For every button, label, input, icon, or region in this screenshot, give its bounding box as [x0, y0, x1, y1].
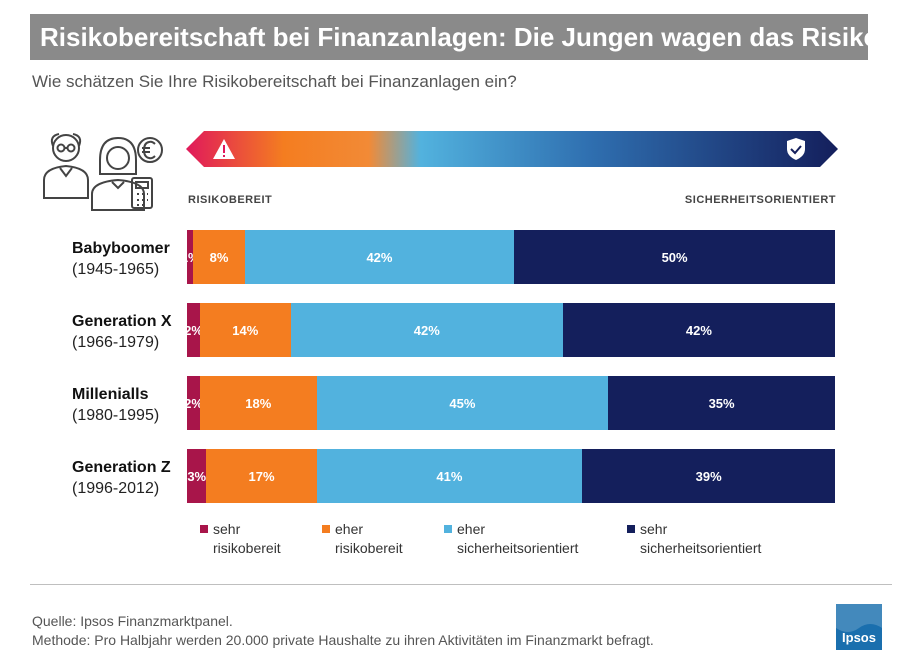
- data-label: 2%: [184, 322, 203, 338]
- data-label: 45%: [449, 395, 476, 411]
- category-years: (1996-2012): [72, 480, 160, 497]
- bar-segment: [582, 449, 835, 503]
- data-label: 42%: [413, 322, 440, 338]
- data-label: 17%: [248, 468, 275, 484]
- footer-divider: [30, 584, 892, 585]
- source-text: Quelle: Ipsos Finanzmarktpanel.: [32, 613, 233, 629]
- bar-segment: [193, 230, 245, 284]
- legend-item: eher sicherheitsorientiert: [444, 520, 578, 558]
- bar-segment: [290, 303, 563, 357]
- data-label: 39%: [695, 468, 722, 484]
- chart-title: Risikobereitschaft bei Finanzanlagen: Di…: [30, 14, 879, 60]
- bar-segment: [199, 303, 291, 357]
- category-years: (1980-1995): [72, 407, 160, 424]
- shield-check-icon: [787, 138, 805, 160]
- legend-label: sehr: [640, 521, 668, 537]
- bar-segment: [199, 376, 317, 430]
- category-name: Babyboomer: [72, 240, 170, 257]
- scale-right-label: SICHERHEITSORIENTIERT: [684, 194, 836, 206]
- warning-icon: [213, 139, 235, 159]
- data-label: 3%: [187, 468, 207, 484]
- data-label: 42%: [685, 322, 712, 338]
- euro-coin-icon: [137, 137, 163, 163]
- stacked-bar: 2% 14% 42% 42%: [184, 303, 835, 357]
- legend-swatch: [627, 525, 635, 533]
- row-label: Millenialls (1980-1995): [72, 384, 159, 426]
- data-label: 8%: [209, 249, 229, 265]
- stacked-bar: 3% 17% 41% 39%: [187, 449, 835, 503]
- data-label: 50%: [661, 249, 688, 265]
- data-label: 42%: [366, 249, 393, 265]
- data-label: 35%: [708, 395, 735, 411]
- legend-label: sicherheitsorientiert: [457, 540, 579, 556]
- category-name: Generation Z: [72, 459, 171, 476]
- legend-label: sicherheitsorientiert: [640, 540, 762, 556]
- footer-source: Quelle: Ipsos Finanzmarktpanel. Methode:…: [32, 612, 654, 650]
- scale-left-label: RISIKOBEREIT: [188, 194, 273, 206]
- stacked-bar: 1% 8% 42% 50%: [181, 230, 835, 284]
- row-label: Babyboomer (1945-1965): [72, 238, 170, 280]
- category-name: Generation X: [72, 313, 172, 330]
- ipsos-logo: Ipsos: [836, 604, 882, 650]
- legend-label: risikobereit: [335, 540, 403, 556]
- elderly-man-icon: [43, 133, 89, 199]
- legend-swatch: [200, 525, 208, 533]
- bar-segment: [206, 449, 317, 503]
- legend-label: eher: [457, 521, 486, 537]
- legend-label: eher: [335, 521, 364, 537]
- category-name: Millenialls: [72, 386, 149, 403]
- bar-segment: [514, 230, 835, 284]
- legend-swatch: [322, 525, 330, 533]
- bar-segment: [187, 376, 200, 430]
- legend-swatch: [444, 525, 452, 533]
- legend-label: sehr: [213, 521, 241, 537]
- legend-label: risikobereit: [213, 540, 281, 556]
- bar-segment: [316, 449, 583, 503]
- chart-subtitle: Wie schätzen Sie Ihre Risikobereitschaft…: [32, 72, 517, 91]
- bar-segment: [562, 303, 835, 357]
- method-text: Methode: Pro Halbjahr werden 20.000 priv…: [32, 632, 654, 648]
- category-years: (1945-1965): [72, 261, 160, 278]
- risk-scale-arrow: [186, 131, 838, 167]
- young-woman-icon: [91, 136, 145, 211]
- legend-item: sehr risikobereit: [200, 520, 281, 558]
- data-label: 41%: [436, 468, 463, 484]
- category-years: (1966-1979): [72, 334, 160, 351]
- people-illustration: [43, 133, 163, 211]
- bar-segment: [244, 230, 515, 284]
- row-label: Generation X (1966-1979): [72, 311, 172, 353]
- data-label: 14%: [232, 322, 259, 338]
- legend-item: eher risikobereit: [322, 520, 403, 558]
- legend-item: sehr sicherheitsorientiert: [627, 520, 761, 558]
- calculator-icon: [131, 177, 153, 209]
- bar-segment: [608, 376, 835, 430]
- bar-segment: [187, 303, 200, 357]
- bar-segment: [316, 376, 609, 430]
- bar-segment: [187, 230, 194, 284]
- stacked-bar: 2% 18% 45% 35%: [184, 376, 835, 430]
- logo-text: Ipsos: [842, 630, 876, 645]
- row-label: Generation Z (1996-2012): [72, 457, 171, 499]
- data-label: 2%: [184, 395, 203, 411]
- data-label: 18%: [245, 395, 272, 411]
- bar-segment: [187, 449, 207, 503]
